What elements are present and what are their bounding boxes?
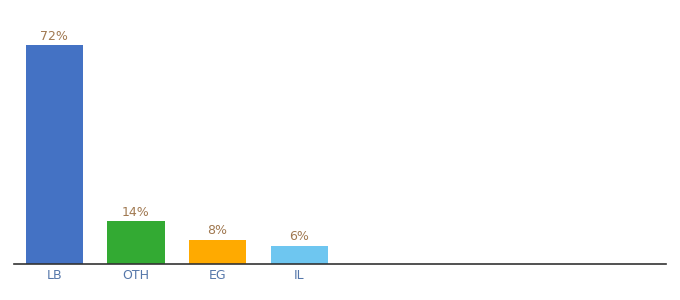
Bar [271, 246, 328, 264]
Bar [107, 221, 165, 264]
Text: 8%: 8% [207, 224, 228, 237]
Text: 14%: 14% [122, 206, 150, 219]
Bar [189, 240, 246, 264]
Bar [26, 45, 83, 264]
Text: 6%: 6% [289, 230, 309, 243]
Text: 72%: 72% [41, 30, 68, 43]
